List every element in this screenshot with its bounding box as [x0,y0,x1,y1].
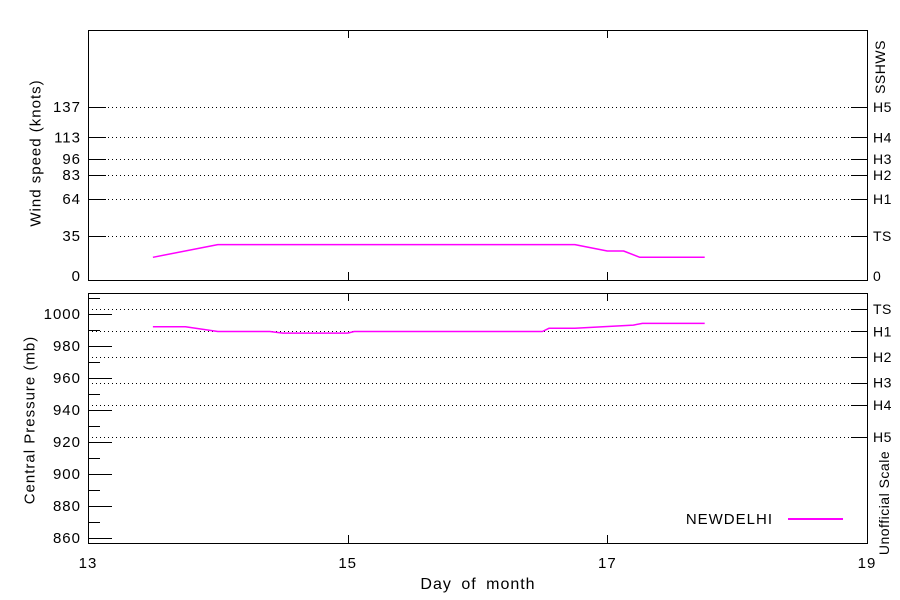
sshws-axis-title: SSHWS [872,40,888,94]
tick-label: 83 [62,167,81,184]
legend: NEWDELHI [550,509,843,529]
tick-label: TS [873,228,892,244]
unofficial-scale-axis-title: Unofficial Scale [876,450,892,556]
tick-label: TS [873,301,892,317]
tick-label: H1 [873,191,892,207]
pressure-axis-title: Central Pressure (mb) [21,335,39,505]
tick-label: 64 [62,191,81,208]
tick-label: H2 [873,167,892,183]
legend-series-label: NEWDELHI [685,510,773,528]
wind-series-line [152,243,705,259]
tick-label: 17 [598,555,617,572]
tick-label: 13 [79,555,98,572]
tick-label: H1 [873,323,892,339]
wind-axis-title: Wind speed (knots) [27,79,45,227]
tick-label: H3 [873,375,892,391]
tick-label: H3 [873,151,892,167]
tick-label: 0 [873,268,881,284]
pressure-series-line [152,322,705,334]
tick-label: 0 [72,268,81,285]
tick-label: 137 [53,99,81,116]
legend-line-swatch [788,518,843,520]
tick-label: 960 [53,370,81,387]
tick-label: 880 [53,498,81,515]
tick-label: 1000 [44,306,81,323]
tick-label: H2 [873,349,892,365]
tick-label: H4 [873,397,892,413]
x-axis-title: Day of month [420,576,536,593]
tick-label: 113 [54,129,81,146]
tick-label: H5 [873,99,892,115]
tick-label: 96 [62,151,81,168]
tick-label: 920 [53,434,81,451]
tick-label: 19 [858,555,877,572]
tick-label: 35 [62,228,81,245]
pressure-panel: 860 880 900 920 940 960 980 1000 TS H1 H2 H3 H4 H5 13 1… [44,293,892,572]
tick-label: 15 [338,555,357,572]
pressure-axis-box [88,293,868,544]
tick-label: 900 [53,466,81,483]
tick-label: 940 [53,402,81,419]
tick-label: H4 [873,129,892,145]
wind-panel: 0 0 35 TS 64 H1 83 H2 96 H3 113 H4 137 H5 [53,30,892,285]
wind-axis-box [88,30,868,281]
tick-label: 860 [53,530,81,547]
tick-label: 980 [53,338,81,355]
tick-label: H5 [873,429,892,445]
